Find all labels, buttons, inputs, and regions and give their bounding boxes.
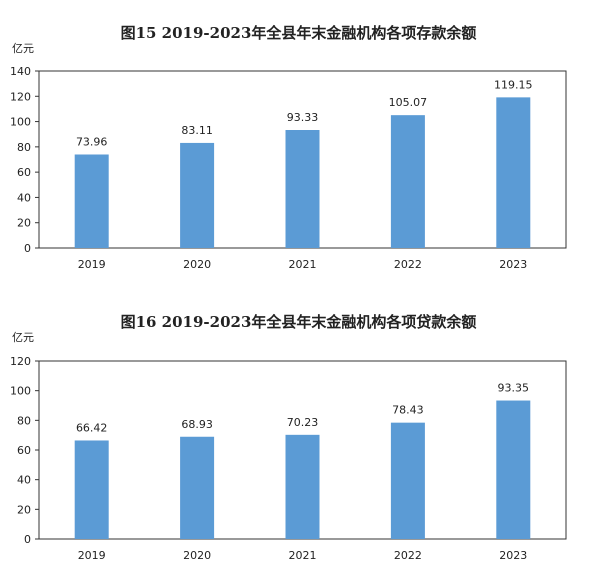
bar	[180, 142, 215, 248]
y-tick-label: 140	[10, 65, 31, 78]
y-tick-label: 0	[24, 533, 31, 546]
data-label: 66.42	[76, 421, 108, 434]
y-tick-label: 60	[17, 166, 31, 179]
data-label: 73.96	[76, 135, 108, 148]
data-label: 93.33	[287, 111, 319, 124]
data-label: 105.07	[389, 96, 428, 109]
y-tick-label: 100	[10, 116, 31, 129]
bar	[390, 422, 425, 539]
data-label: 119.15	[494, 78, 533, 91]
bar	[285, 130, 320, 248]
bar-chart-deposits: 0 20 40 60 80 100 120 140 73.96 2019 83.11 2020 93.3…	[10, 65, 567, 271]
chart-title: 图15 2019-2023年全县年末金融机构各项存款余额	[120, 24, 477, 42]
y-tick-label: 80	[17, 414, 31, 427]
data-label: 68.93	[181, 418, 213, 431]
data-label: 83.11	[181, 124, 213, 137]
bar	[390, 115, 425, 248]
bar	[74, 440, 109, 539]
y-tick-label: 100	[10, 385, 31, 398]
bar	[496, 97, 531, 249]
y-tick-label: 120	[10, 355, 31, 368]
x-tick-label: 2020	[183, 549, 211, 562]
bar	[74, 154, 109, 248]
bar	[496, 400, 531, 539]
y-tick-label: 60	[17, 444, 31, 457]
x-tick-label: 2022	[394, 549, 422, 562]
y-unit-label: 亿元	[12, 331, 34, 344]
chart-title: 图16 2019-2023年全县年末金融机构各项贷款余额	[120, 313, 477, 331]
x-tick-label: 2019	[78, 549, 106, 562]
bar	[285, 434, 320, 539]
y-tick-label: 80	[17, 141, 31, 154]
x-tick-label: 2019	[78, 258, 106, 271]
y-tick-label: 20	[17, 503, 31, 516]
data-label: 70.23	[287, 416, 319, 429]
x-tick-label: 2023	[499, 258, 527, 271]
data-label: 93.35	[498, 382, 530, 395]
y-tick-label: 20	[17, 217, 31, 230]
y-tick-label: 40	[17, 191, 31, 204]
x-tick-label: 2021	[289, 549, 317, 562]
x-tick-label: 2021	[289, 258, 317, 271]
x-tick-label: 2023	[499, 549, 527, 562]
x-tick-label: 2020	[183, 258, 211, 271]
y-tick-label: 120	[10, 90, 31, 103]
bar	[180, 436, 215, 539]
data-label: 78.43	[392, 404, 424, 417]
x-tick-label: 2022	[394, 258, 422, 271]
y-tick-label: 40	[17, 474, 31, 487]
y-tick-label: 0	[24, 242, 31, 255]
y-unit-label: 亿元	[12, 42, 34, 55]
chart-deposits: 图15 2019-2023年全县年末金融机构各项存款余额 亿元 0 20 40 60 8…	[0, 0, 597, 290]
